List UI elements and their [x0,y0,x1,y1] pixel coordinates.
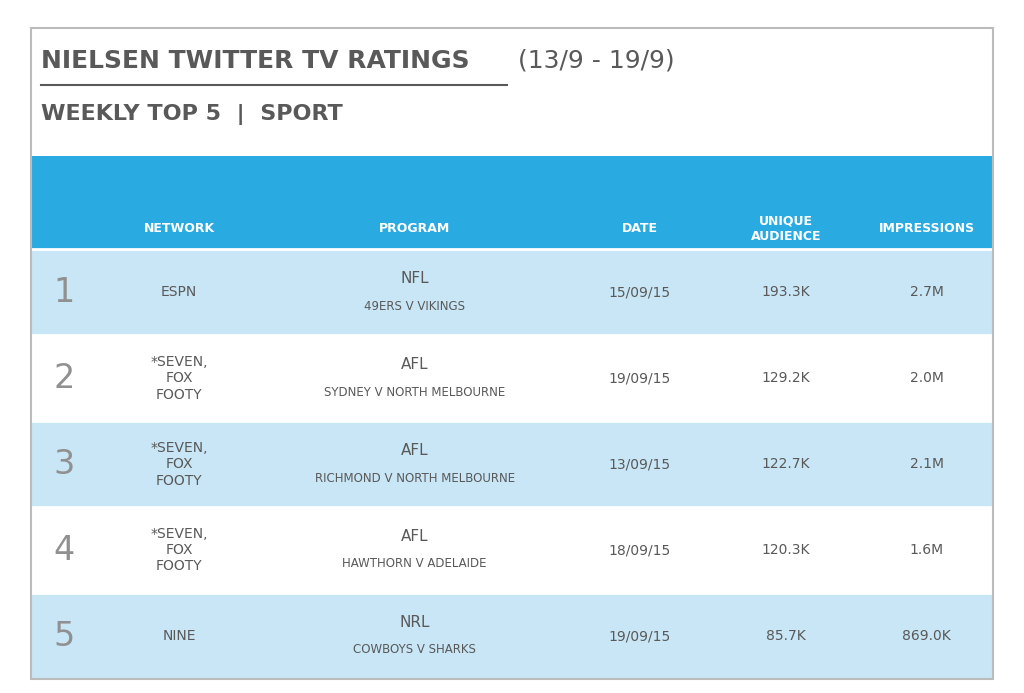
Text: 19/09/15: 19/09/15 [609,371,671,385]
FancyBboxPatch shape [31,335,993,421]
Text: ESPN: ESPN [161,286,198,299]
FancyBboxPatch shape [31,421,993,507]
Text: *SEVEN,
FOX
FOOTY: *SEVEN, FOX FOOTY [151,356,208,401]
Text: *SEVEN,
FOX
FOOTY: *SEVEN, FOX FOOTY [151,527,208,573]
FancyBboxPatch shape [31,507,993,593]
Text: 4: 4 [53,534,75,567]
Text: 2.0M: 2.0M [909,371,944,385]
FancyBboxPatch shape [31,249,993,335]
Text: 15/09/15: 15/09/15 [609,286,671,299]
Text: 193.3K: 193.3K [762,286,810,299]
Text: 2: 2 [53,362,75,395]
Text: NRL: NRL [399,615,430,630]
Text: COWBOYS V SHARKS: COWBOYS V SHARKS [353,643,476,656]
Text: NETWORK: NETWORK [143,222,215,236]
Text: 1: 1 [53,276,75,309]
Text: 869.0K: 869.0K [902,629,951,643]
Text: 2.7M: 2.7M [909,286,944,299]
Text: 120.3K: 120.3K [762,543,810,557]
Text: 18/09/15: 18/09/15 [609,543,671,557]
Text: 49ERS V VIKINGS: 49ERS V VIKINGS [365,299,465,313]
Text: *SEVEN,
FOX
FOOTY: *SEVEN, FOX FOOTY [151,441,208,487]
Text: NINE: NINE [163,629,196,643]
Text: PROGRAM: PROGRAM [379,222,451,236]
Text: DATE: DATE [622,222,658,236]
Text: 1.6M: 1.6M [909,543,944,557]
Text: HAWTHORN V ADELAIDE: HAWTHORN V ADELAIDE [342,557,487,570]
FancyBboxPatch shape [31,156,993,249]
Text: IMPRESSIONS: IMPRESSIONS [879,222,975,236]
Text: 5: 5 [53,620,75,653]
Text: 85.7K: 85.7K [766,629,806,643]
Text: 122.7K: 122.7K [762,457,810,471]
Text: 19/09/15: 19/09/15 [609,629,671,643]
Text: 13/09/15: 13/09/15 [609,457,671,471]
Text: AFL: AFL [401,357,428,372]
Text: UNIQUE
AUDIENCE: UNIQUE AUDIENCE [751,215,821,243]
Text: NIELSEN TWITTER TV RATINGS: NIELSEN TWITTER TV RATINGS [41,49,470,73]
Text: (13/9 - 19/9): (13/9 - 19/9) [502,49,675,73]
FancyBboxPatch shape [31,593,993,679]
Text: 129.2K: 129.2K [762,371,810,385]
Text: AFL: AFL [401,529,428,544]
Text: 2.1M: 2.1M [909,457,944,471]
Text: SYDNEY V NORTH MELBOURNE: SYDNEY V NORTH MELBOURNE [324,385,506,398]
Text: AFL: AFL [401,443,428,458]
Text: RICHMOND V NORTH MELBOURNE: RICHMOND V NORTH MELBOURNE [314,471,515,484]
Text: 3: 3 [53,448,75,481]
Text: WEEKLY TOP 5  |  SPORT: WEEKLY TOP 5 | SPORT [41,104,343,125]
Text: NFL: NFL [400,271,429,286]
